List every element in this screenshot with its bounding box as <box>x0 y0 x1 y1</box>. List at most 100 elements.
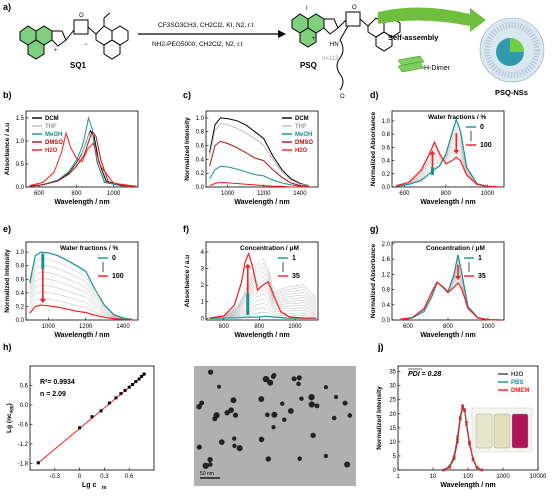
series-line-b <box>29 130 137 187</box>
x-tick-label-f: 600 <box>219 324 230 330</box>
gradient-bar-f <box>246 293 250 316</box>
plot-frame-d <box>391 110 505 188</box>
vials-inset <box>471 407 533 453</box>
tem-particle <box>218 439 225 445</box>
y-axis-label-b: Absorbance / a.u <box>4 123 11 175</box>
reaction-arrow-head <box>278 30 286 38</box>
x-tick-label-b: 800 <box>71 191 82 197</box>
x-tick-label-b: 600 <box>34 191 45 197</box>
annotation-e: Water fractions / % <box>60 245 118 252</box>
x-tick-label-c: 1000 <box>221 191 235 197</box>
chart-e: e)1000 1200 14000.00.20.40.60.81.0Waveleng… <box>3 224 139 339</box>
y-tick-label-g: 0.4 <box>382 303 391 309</box>
self-assembly-arrow <box>378 7 486 32</box>
series-line-f-mid <box>209 311 317 319</box>
psq-nh: HN <box>330 42 339 48</box>
legend-label-start-g: 1 <box>478 255 482 262</box>
y-tick-label-g: 2.0 <box>382 242 391 248</box>
chart-g: g) 600 800 1000 0.0 0.4 0.8 1.2 1.6 2.0 Wavelength… <box>370 224 505 339</box>
tem-particle <box>265 456 271 462</box>
y-tick-label-j: 35 <box>389 370 396 376</box>
legend-label-b: MeOH <box>45 132 62 138</box>
series-line-f-mid <box>209 266 317 319</box>
x-tick-label-g: 600 <box>403 324 414 330</box>
tem-particle <box>291 376 297 382</box>
y-tick-label-d: 0.4 <box>382 159 391 165</box>
data-point-h <box>119 392 123 396</box>
chart-c: c) 1000 1200 1400 0.0 0.2 0.4 0.6 0.8 1.0 Waveleng… <box>183 90 319 206</box>
y-tick-label-e: 0.0 <box>16 318 25 324</box>
psq-oxygen: O <box>352 5 357 11</box>
x-tick-label-e: 1200 <box>79 324 93 330</box>
self-assembly-label: Self-assembly <box>388 33 439 42</box>
y-tick-label-h: -1.8 <box>18 462 29 468</box>
y-tick-label-h: 0.0 <box>20 403 29 409</box>
psq-n-label: n=113 <box>322 56 339 62</box>
y-axis-label-d: Normalized Absorbance <box>370 112 377 187</box>
y-axis-label-h: Lg (ncagg) <box>6 403 14 433</box>
y-tick-label-b: 0.0 <box>16 185 25 191</box>
legend-label-b: DCM <box>45 116 59 122</box>
y-axis-label-end-h: ) <box>6 403 13 405</box>
tem-scale-label: 50 nm <box>200 471 214 477</box>
y-tick-label-j: 10 <box>389 440 396 446</box>
x-tick-label-f: 1000 <box>288 324 302 330</box>
x-axis-label-e: Wavelength / nm <box>54 332 109 339</box>
tem-particle <box>212 416 218 422</box>
y-axis-label-c: Normalized Intensity <box>184 117 191 181</box>
tem-particle <box>308 401 315 408</box>
series-line-d <box>396 117 500 188</box>
psq-molecule <box>291 11 401 91</box>
r2-label-h: R²= 0.9934 <box>40 379 75 386</box>
y-axis-label-sub-h: agg <box>9 405 14 413</box>
y-tick-label-b: 1.5 <box>16 116 25 122</box>
series-line-f-mid <box>209 302 317 319</box>
series-line-j <box>443 403 483 471</box>
tem-particle <box>196 403 202 410</box>
series-line-c <box>209 140 310 187</box>
x-axis-label-c: Wavelength / nm <box>234 199 289 206</box>
data-point-j <box>471 457 475 461</box>
data-point-j <box>480 468 484 472</box>
reaction-conditions-top: CF3SO3CH3, CH2Cl2, KI, N2, r.t <box>158 22 254 29</box>
data-point-j <box>463 408 467 411</box>
series-line-d-mid <box>396 128 500 188</box>
y-tick-label-d: 1.0 <box>382 119 391 125</box>
legend-label-end-e: 100 <box>112 273 124 280</box>
tem-particle <box>207 369 214 375</box>
tem-particle <box>297 456 302 461</box>
legend-label-b: DMSO <box>45 140 63 146</box>
tem-particles <box>196 369 353 469</box>
x-tick-label-g: 1000 <box>481 324 495 330</box>
y-tick-label-g: 0.8 <box>382 288 391 294</box>
psq-iodide: I <box>306 6 308 12</box>
plot-frame-f <box>205 241 319 321</box>
x-axis-label-f: Wavelength / nm <box>234 332 289 339</box>
x-tick-label-j: 1 <box>396 474 400 480</box>
y-tick-label-e: 0.4 <box>16 291 25 297</box>
series-line-e <box>29 251 133 320</box>
panel-letter-e: e) <box>3 224 11 234</box>
gradient-bar-e <box>41 253 45 270</box>
tem-particle <box>262 375 270 383</box>
trend-arrow-head-e-down <box>39 299 46 304</box>
x-tick-label-b: 1000 <box>107 191 121 197</box>
y-tick-label-c: 0.8 <box>196 130 205 136</box>
data-point-h <box>123 388 127 392</box>
series-line-f-mid <box>209 257 317 319</box>
tem-particle <box>265 412 270 418</box>
sq1-plus: + <box>54 48 58 54</box>
y-tick-label-j: 20 <box>389 412 396 418</box>
tem-particle <box>287 408 294 414</box>
x-axis-label-sub-h: m <box>102 485 107 491</box>
series-line-f-mid <box>209 289 317 319</box>
tem-particle <box>299 396 304 401</box>
legend-label-c: H2O <box>295 148 308 154</box>
data-point-h <box>127 385 131 389</box>
x-tick-label-h: 0.3 <box>100 474 109 480</box>
n-label-h: n = 2.09 <box>40 391 66 398</box>
x-axis-label-j: Wavelength / nm <box>440 482 495 489</box>
legend-label-start-d: 0 <box>480 124 484 131</box>
legend-label-start-e: 0 <box>112 255 116 262</box>
tem-particle <box>270 374 276 379</box>
